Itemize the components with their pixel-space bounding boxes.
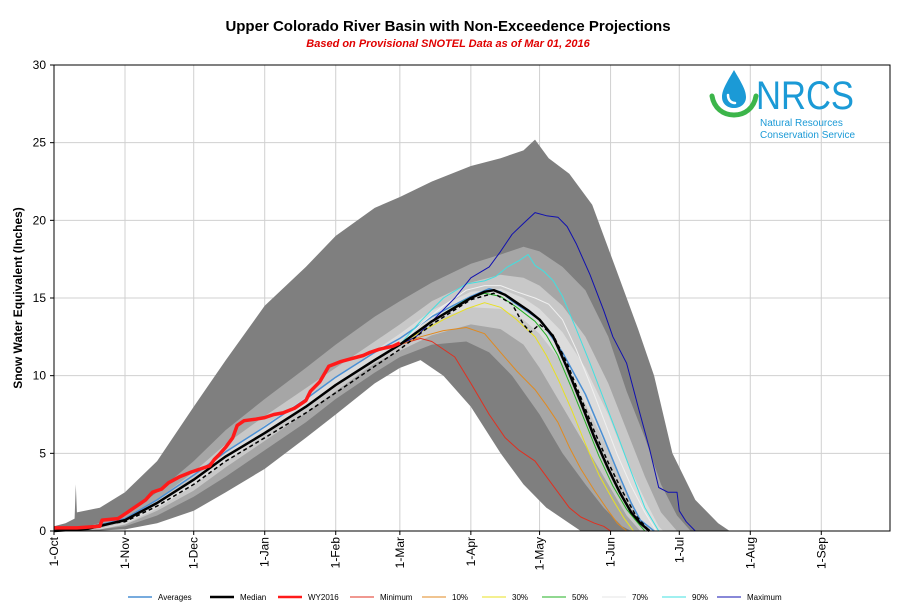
x-axis: 1-Oct 1-Nov 1-Dec 1-Jan 1-Feb 1-Mar 1-Apr 1-May…	[47, 531, 828, 570]
legend-entry-median: Median	[210, 593, 266, 602]
series-30-	[399, 302, 634, 532]
y-tick-label: 20	[33, 213, 47, 227]
x-tick-label: 1-Apr	[464, 537, 478, 566]
y-axis-label: Snow Water Equivalent (Inches)	[11, 207, 25, 389]
legend-label: 70%	[632, 593, 648, 602]
y-tick-label: 25	[33, 136, 47, 150]
legend-label: Median	[240, 593, 266, 602]
x-tick-label: 1-Jul	[672, 537, 686, 563]
legend-label: Minimum	[380, 593, 413, 602]
legend-label: 10%	[452, 593, 468, 602]
series-median	[53, 288, 651, 533]
series-averages	[53, 287, 655, 532]
x-tick-label: 1-Aug	[743, 537, 757, 569]
legend-label: 50%	[572, 593, 588, 602]
y-tick-label: 0	[39, 524, 46, 538]
legend-entry-10-: 10%	[422, 593, 468, 602]
x-tick-label: 1-May	[533, 537, 547, 570]
y-tick-label: 15	[33, 291, 47, 305]
x-tick-label: 1-Nov	[118, 537, 132, 569]
y-tick-label: 5	[39, 446, 46, 460]
y-tick-label: 30	[33, 58, 47, 72]
legend: Averages Median WY2016 Minimum 10% 30% 50% 70% 9…	[128, 593, 782, 602]
x-tick-label: 1-Mar	[393, 537, 407, 568]
legend-label: 90%	[692, 593, 708, 602]
logo-wordmark: NRCS	[756, 74, 854, 118]
legend-label: WY2016	[308, 593, 339, 602]
series-minimum	[399, 337, 611, 532]
legend-entry-70-: 70%	[602, 593, 648, 602]
y-tick-label: 10	[33, 369, 47, 383]
series-median-dashed-	[53, 292, 651, 532]
x-tick-label: 1-Feb	[329, 537, 343, 569]
y-axis: 0 5 10 15 20 25 30	[33, 58, 54, 538]
series-lines	[53, 212, 696, 533]
legend-label: Averages	[158, 593, 192, 602]
logo-line-2: Conservation Service	[760, 130, 855, 141]
chart-title: Upper Colorado River Basin with Non-Exce…	[225, 18, 670, 35]
series-maximum	[399, 212, 696, 532]
x-tick-label: 1-Jun	[604, 537, 618, 567]
chart-subtitle: Based on Provisional SNOTEL Data as of M…	[306, 38, 590, 50]
series-wy2016	[54, 341, 401, 530]
legend-entry-averages: Averages	[128, 593, 192, 602]
x-tick-label: 1-Jan	[258, 537, 272, 567]
x-tick-label: 1-Sep	[814, 537, 828, 569]
nrcs-logo: NRCS Natural Resources Conservation Serv…	[709, 70, 855, 141]
legend-label: Maximum	[747, 593, 782, 602]
x-tick-label: 1-Dec	[187, 537, 201, 569]
legend-entry-30-: 30%	[482, 593, 528, 602]
legend-label: 30%	[512, 593, 528, 602]
x-tick-label: 1-Oct	[47, 536, 61, 566]
series-10-	[399, 327, 627, 532]
legend-entry-maximum: Maximum	[717, 593, 782, 602]
legend-entry-minimum: Minimum	[350, 593, 413, 602]
series-70-	[399, 285, 657, 532]
water-drop-icon	[709, 70, 759, 118]
series-90-	[399, 254, 660, 532]
logo-line-1: Natural Resources	[760, 118, 843, 129]
legend-entry-90-: 90%	[662, 593, 708, 602]
legend-entry-wy2016: WY2016	[278, 593, 339, 602]
legend-entry-50-: 50%	[542, 593, 588, 602]
